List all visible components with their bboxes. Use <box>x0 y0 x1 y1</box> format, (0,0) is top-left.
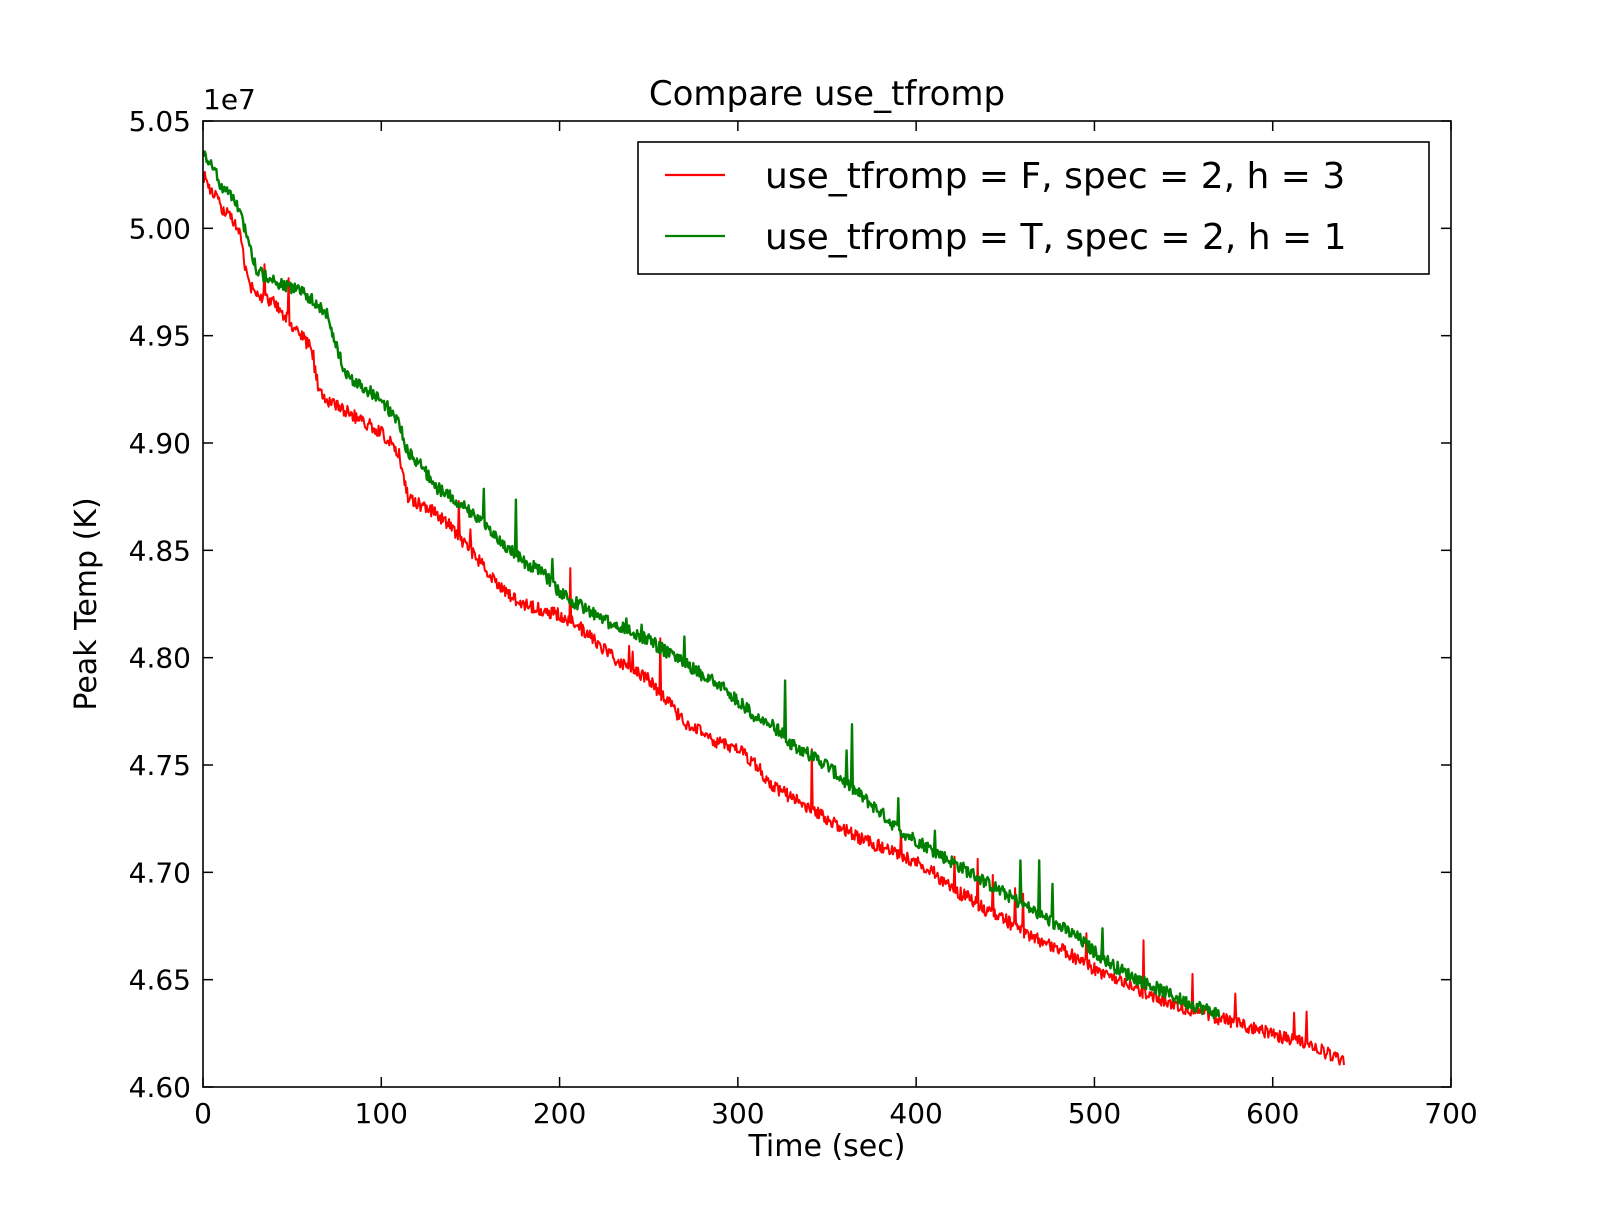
x-tick-label: 100 <box>355 1097 408 1130</box>
legend-label-series-f: use_tfromp = F, spec = 2, h = 3 <box>765 156 1345 197</box>
y-tick-label: 4.75 <box>129 749 191 782</box>
y-tick-label: 4.90 <box>129 427 191 460</box>
x-tick-label: 400 <box>889 1097 942 1130</box>
legend: use_tfromp = F, spec = 2, h = 3 use_tfro… <box>637 141 1430 275</box>
x-tick-label: 700 <box>1424 1097 1477 1130</box>
x-tick-label: 600 <box>1246 1097 1299 1130</box>
legend-label-series-t: use_tfromp = T, spec = 2, h = 1 <box>765 217 1347 258</box>
chart-title: Compare use_tfromp <box>649 74 1005 114</box>
legend-box <box>637 141 1430 275</box>
y-offset-label: 1e7 <box>203 83 256 116</box>
plot-frame <box>202 120 1452 1088</box>
y-tick-label: 4.60 <box>129 1071 191 1104</box>
series-layer <box>202 150 1345 1066</box>
y-tick-label: 4.65 <box>129 964 191 997</box>
y-tick-label: 5.00 <box>129 212 191 245</box>
y-tick-label: 5.05 <box>129 105 191 138</box>
y-tick-label: 4.80 <box>129 642 191 675</box>
x-axis-label: Time (sec) <box>748 1129 906 1164</box>
y-tick-label: 4.95 <box>129 320 191 353</box>
x-tick-label: 0 <box>194 1097 212 1130</box>
tick-layer: 0 100 200 300 400 500 600 700 4.60 4.65 4.70 4.75 4.… <box>129 105 1478 1130</box>
y-tick-label: 4.85 <box>129 534 191 567</box>
x-tick-label: 300 <box>711 1097 764 1130</box>
series-line-0 <box>202 170 1345 1066</box>
x-tick-label: 200 <box>533 1097 586 1130</box>
y-tick-label: 4.70 <box>129 856 191 889</box>
y-axis-label: Peak Temp (K) <box>69 497 104 710</box>
series-line-1 <box>202 150 1221 1020</box>
x-tick-label: 500 <box>1068 1097 1121 1130</box>
